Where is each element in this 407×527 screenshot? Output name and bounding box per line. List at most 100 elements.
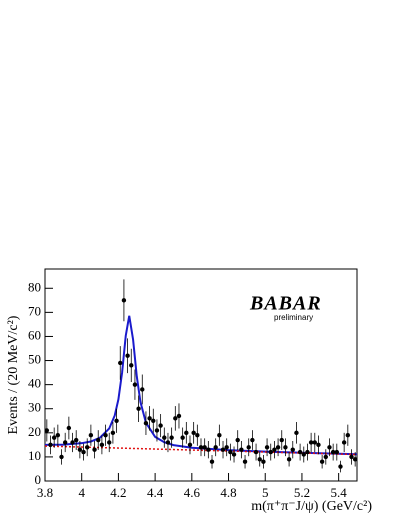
data-point: [70, 440, 75, 445]
data-point: [297, 449, 303, 455]
y-tick-label: 0: [35, 472, 42, 487]
data-point: [96, 437, 101, 443]
data-point: [272, 447, 277, 452]
x-tick-label: 4.2: [110, 485, 126, 500]
y-tick-label: 30: [28, 400, 41, 415]
data-point: [338, 464, 343, 469]
y-tick-label: 40: [28, 376, 41, 391]
data-point: [81, 449, 86, 455]
data-point: [140, 387, 145, 392]
data-point: [44, 428, 50, 433]
data-point: [253, 449, 259, 455]
x-tick-label: 5: [262, 485, 269, 500]
data-point: [217, 433, 222, 438]
data-point: [147, 416, 152, 421]
data-point: [125, 353, 130, 358]
data-point: [352, 457, 358, 462]
y-tick-label: 10: [28, 448, 41, 463]
data-point: [176, 413, 182, 419]
data-point: [290, 447, 295, 452]
x-tick-label: 4.4: [147, 485, 164, 500]
data-point: [224, 445, 229, 450]
data-point: [312, 440, 317, 445]
data-point: [220, 447, 226, 452]
data-point: [250, 437, 255, 443]
data-point: [62, 440, 68, 445]
x-tick-label: 3.8: [37, 485, 53, 500]
data-point: [74, 437, 79, 443]
data-point: [268, 449, 273, 455]
x-tick-label: 4.8: [220, 485, 236, 500]
data-point: [48, 442, 53, 448]
data-point: [180, 435, 185, 440]
x-tick-label: 4: [78, 485, 85, 500]
data-point: [59, 454, 64, 460]
data-point: [169, 435, 174, 440]
data-point: [136, 406, 141, 411]
data-point: [275, 445, 281, 450]
data-point: [261, 459, 266, 464]
x-tick-label: 5.2: [294, 485, 310, 500]
y-tick-label: 70: [28, 303, 41, 318]
data-point: [330, 449, 336, 455]
data-point: [345, 433, 351, 438]
x-tick-label: 4.6: [184, 485, 201, 500]
data-point: [151, 418, 156, 423]
logo: BABAR: [249, 293, 322, 315]
data-point: [202, 445, 207, 450]
data-point: [316, 442, 321, 448]
data-point: [319, 459, 325, 464]
data-point: [99, 442, 105, 448]
data-point: [279, 437, 284, 443]
data-point: [158, 423, 163, 428]
data-point: [162, 435, 167, 440]
data-point: [77, 447, 83, 452]
frame: [44, 268, 358, 482]
data-point: [286, 457, 292, 462]
data-point: [103, 433, 108, 438]
data-point: [231, 452, 237, 457]
data-point: [206, 447, 211, 452]
data-point: [107, 440, 112, 445]
data-point: [242, 459, 248, 464]
x-axis-label: m(π⁺π⁻J/ψ) (GeV/c²): [251, 499, 372, 514]
y-tick-label: 20: [28, 424, 41, 439]
data-point: [235, 437, 240, 443]
data-point: [246, 445, 251, 450]
x-tick-label: 5.4: [331, 485, 348, 500]
data-point: [257, 457, 262, 462]
data-point: [323, 454, 328, 460]
data-point: [184, 430, 189, 436]
data-point: [191, 430, 196, 436]
data-point: [327, 445, 332, 450]
data-point: [213, 445, 218, 450]
data-point: [349, 454, 354, 460]
data-point: [55, 433, 61, 438]
data-point: [341, 440, 347, 445]
data-point: [239, 447, 244, 452]
y-axis-label: Events / (20 MeV/c²): [6, 315, 21, 434]
data-point: [209, 459, 215, 464]
data-point: [51, 435, 57, 440]
logo-note: preliminary: [274, 313, 313, 322]
data-point: [308, 440, 314, 445]
data-point: [143, 420, 149, 426]
data-point: [114, 418, 119, 423]
data-point: [118, 360, 123, 366]
data-point: [88, 433, 94, 438]
data-point: [165, 440, 171, 445]
data-point: [110, 430, 116, 436]
data-point: [305, 449, 310, 455]
data-point: [66, 425, 72, 431]
y-tick-label: 60: [28, 327, 41, 342]
data-point: [301, 452, 306, 457]
data-point: [129, 363, 134, 368]
data-point: [198, 445, 204, 450]
data-point: [228, 449, 233, 455]
data-point: [334, 449, 340, 455]
data-point: [187, 442, 193, 448]
data-point: [121, 298, 127, 303]
data-point: [264, 445, 270, 450]
